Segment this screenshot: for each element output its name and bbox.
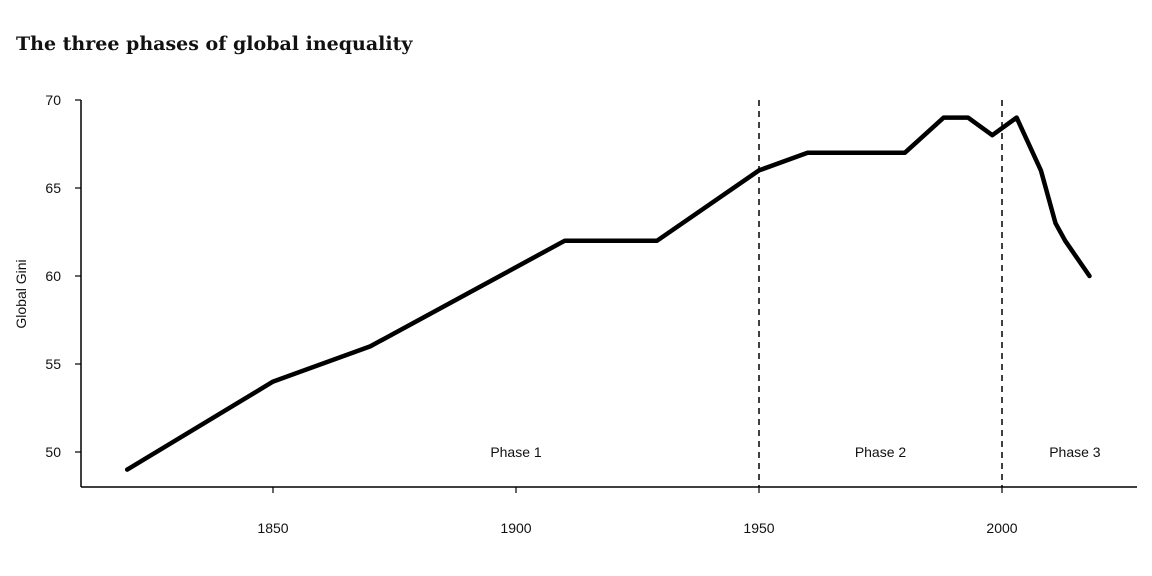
x-tick-label: 1900 (500, 520, 531, 536)
phase-label: Phase 3 (1049, 444, 1101, 460)
y-tick-label: 55 (45, 356, 61, 372)
phase-label: Phase 1 (490, 444, 542, 460)
y-tick-label: 70 (45, 92, 61, 108)
y-axis-title: Global Gini (13, 259, 29, 328)
y-tick-label: 60 (45, 268, 61, 284)
y-tick-label: 65 (45, 180, 61, 196)
x-tick-label: 2000 (986, 520, 1017, 536)
phase-labels: Phase 1 Phase 2 Phase 3 (490, 444, 1100, 460)
phase-label: Phase 2 (855, 444, 907, 460)
chart-title: The three phases of global inequality (16, 33, 413, 55)
x-tick-label: 1850 (257, 520, 288, 536)
y-tick-label: 50 (45, 444, 61, 460)
phase-dividers (758, 100, 1003, 487)
x-tick-label: 1950 (743, 520, 774, 536)
axes: 50 55 60 65 70 1850 1900 1950 2000 (45, 92, 1137, 536)
series-group (124, 115, 1092, 472)
series-line (124, 115, 1092, 472)
